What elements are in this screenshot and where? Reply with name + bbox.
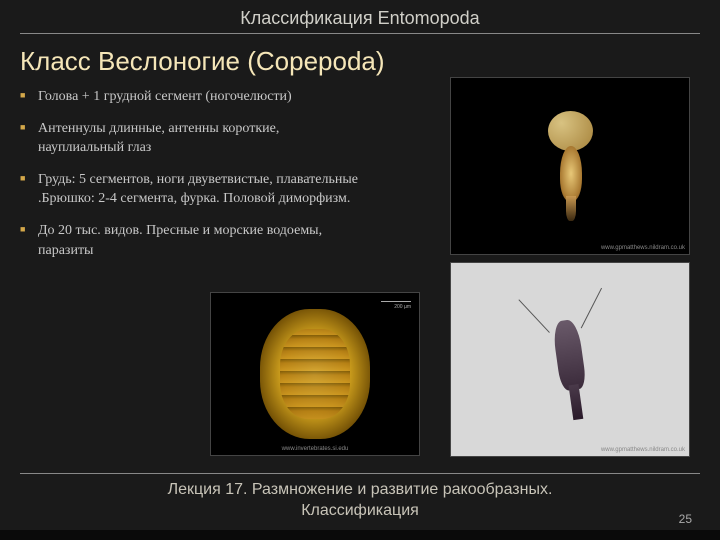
image-caption: www.gpmatthews.nildram.co.uk: [601, 447, 685, 453]
bullet-item: Грудь: 5 сегментов, ноги двуветвистые, п…: [20, 170, 360, 209]
image-caption: www.gpmatthews.nildram.co.uk: [601, 245, 685, 251]
header: Классификация Entomopoda: [0, 0, 720, 29]
specimen-illustration: [260, 309, 370, 439]
footer-line2: Классификация: [301, 502, 419, 519]
specimen-illustration: [526, 285, 615, 433]
footer: Лекция 17. Размножение и развитие ракооб…: [0, 473, 720, 540]
bullet-list: Голова + 1 грудной сегмент (ногочелюсти)…: [20, 87, 360, 260]
scale-label: 200 µm: [394, 304, 411, 310]
bullet-item: Голова + 1 грудной сегмент (ногочелюсти): [20, 87, 360, 107]
footer-band: [0, 530, 720, 540]
image-caption: www.invertebrates.si.edu: [282, 446, 349, 452]
image-copepod-brightfield: www.gpmatthews.nildram.co.uk: [450, 262, 690, 457]
footer-text: Лекция 17. Размножение и развитие ракооб…: [0, 480, 720, 530]
footer-line1: Лекция 17. Размножение и развитие ракооб…: [168, 481, 553, 498]
scale-bar: [381, 301, 411, 302]
image-copepod-darkfield: www.gpmatthews.nildram.co.uk: [450, 77, 690, 255]
specimen-illustration: [540, 106, 600, 226]
bullet-item: До 20 тыс. видов. Пресные и морские водо…: [20, 221, 360, 260]
slide: Классификация Entomopoda Класс Веслоноги…: [0, 0, 720, 540]
bullet-item: Антеннулы длинные, антенны короткие, нау…: [20, 119, 360, 158]
supertitle: Классификация Entomopoda: [20, 8, 700, 29]
image-nauplius: 200 µm www.invertebrates.si.edu: [210, 292, 420, 456]
footer-rule: [20, 473, 700, 474]
content-area: Голова + 1 грудной сегмент (ногочелюсти)…: [0, 87, 720, 447]
page-number: 25: [679, 512, 692, 526]
